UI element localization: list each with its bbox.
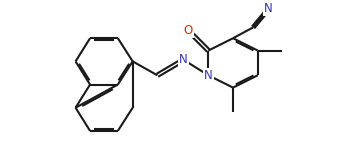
Text: N: N	[204, 69, 213, 82]
Text: O: O	[184, 24, 193, 37]
Text: N: N	[264, 2, 273, 15]
Text: N: N	[179, 53, 188, 66]
